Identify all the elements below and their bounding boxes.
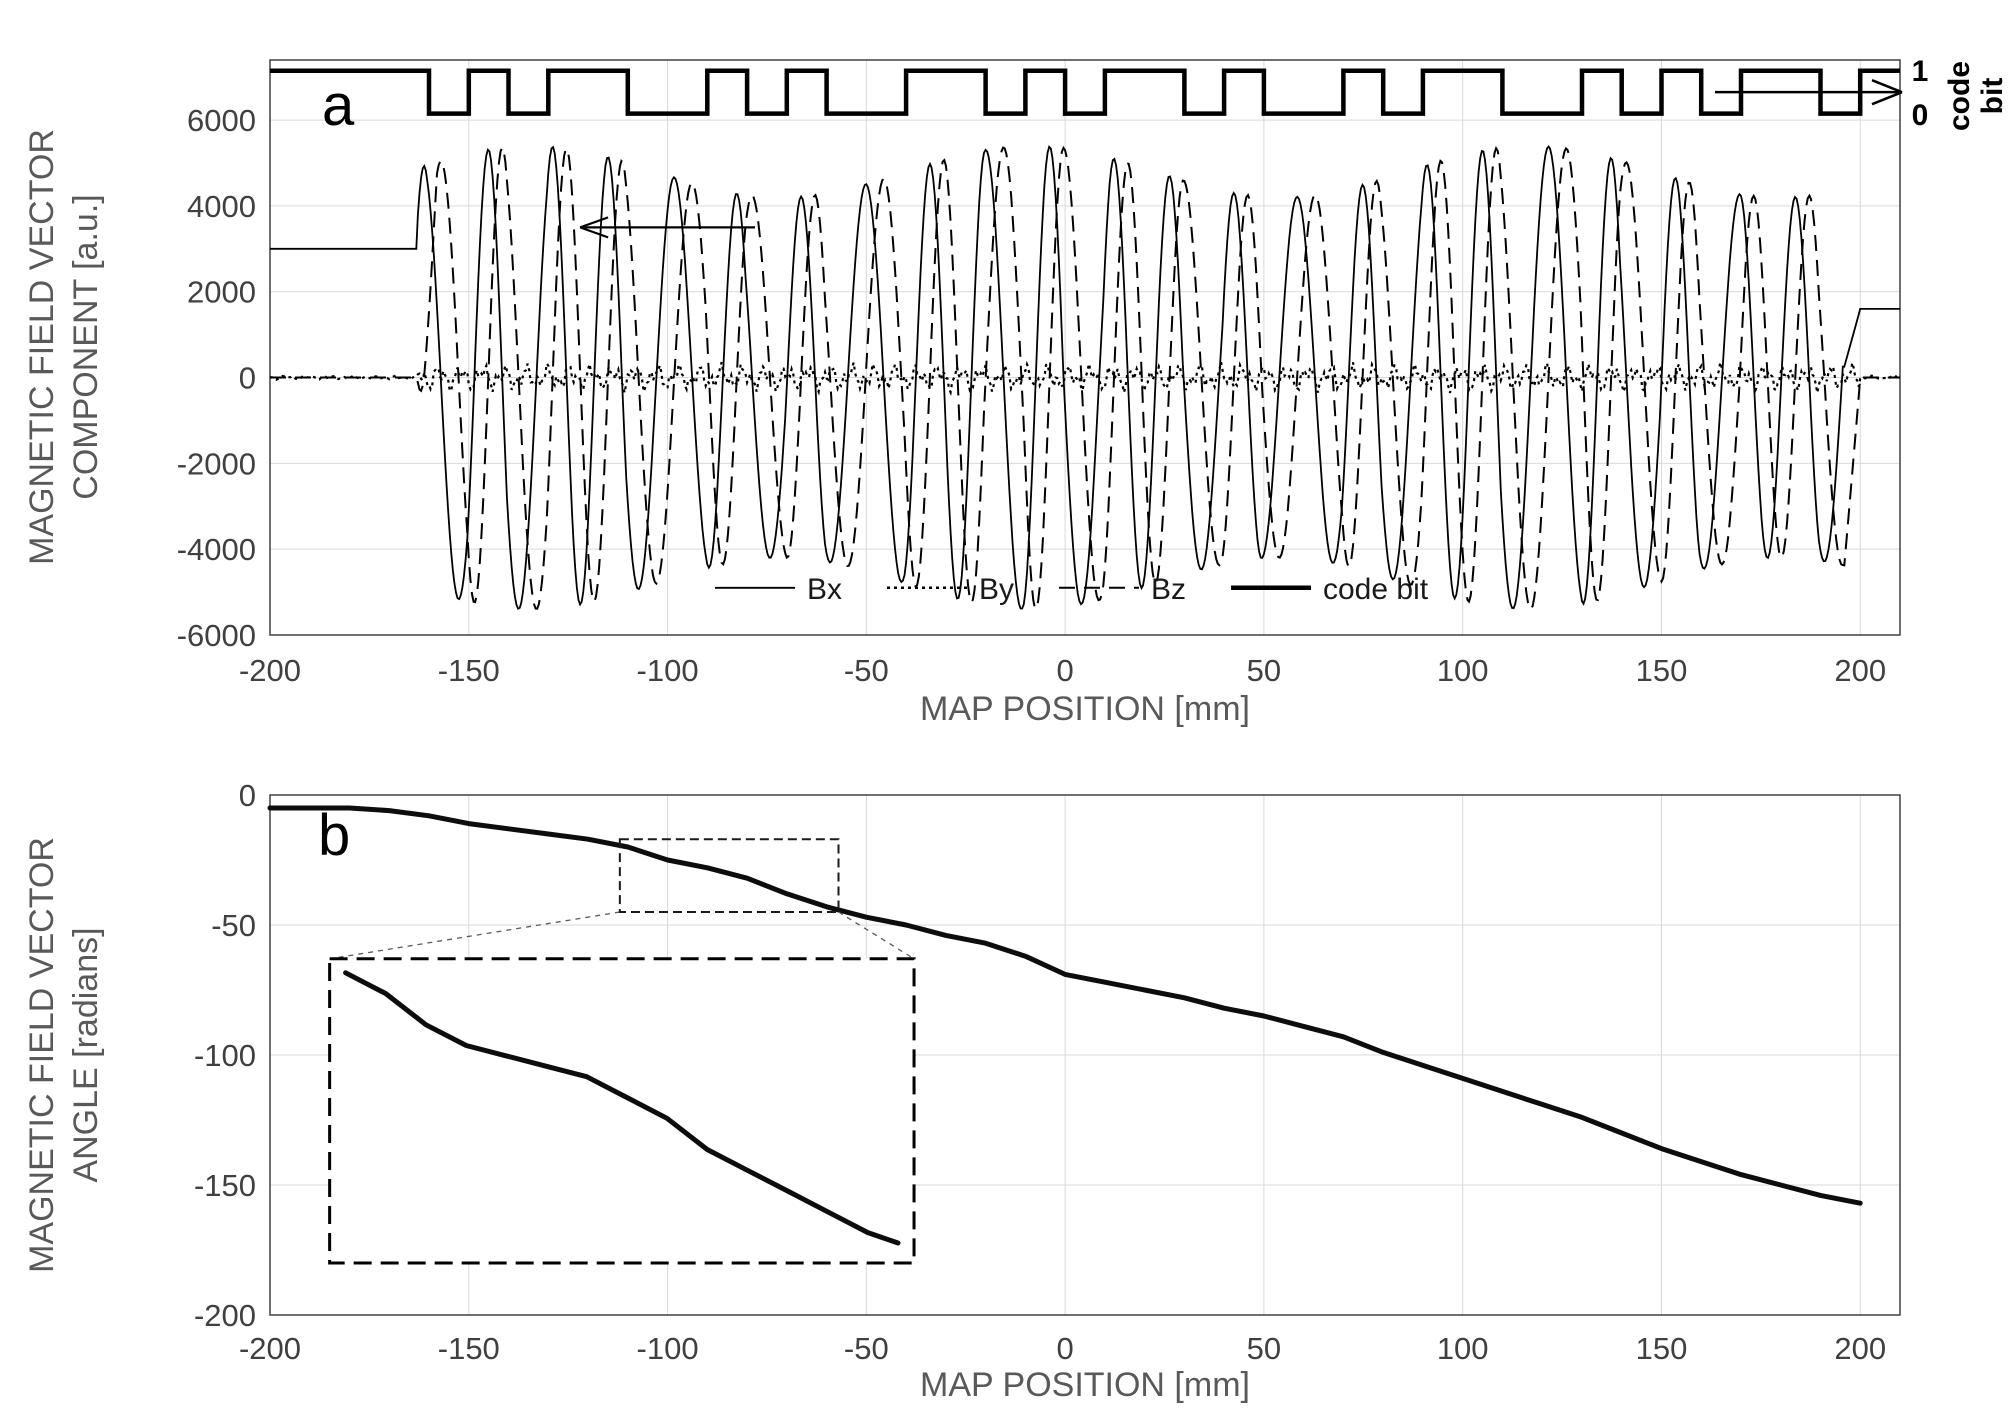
x-tick-label: 200	[1834, 1331, 1886, 1366]
legend-label: Bz	[1151, 573, 1186, 606]
y-tick-label: 4000	[187, 189, 256, 224]
panel-label-a: a	[322, 73, 355, 138]
angle-curve	[267, 805, 1863, 1206]
zoom-inset-box	[328, 957, 916, 1265]
bx-curve	[270, 144, 1900, 610]
y-tick-label: 0	[239, 778, 256, 813]
y-tick-label: 6000	[187, 103, 256, 138]
left-arrow-head	[579, 226, 609, 239]
plot-border	[269, 59, 1901, 636]
zoom-inset-background	[329, 958, 915, 1263]
x-tick-label: 50	[1247, 653, 1281, 688]
x-tick-label: -200	[239, 653, 301, 688]
chart-a-y-axis-title: MAGNETIC FIELD VECTOR COMPONENT [a.u.]	[22, 129, 105, 565]
chart-b-x-axis-title: MAP POSITION [mm]	[920, 1366, 1250, 1404]
panel-label-b: b	[318, 803, 351, 868]
code-bit-zero-label: 0	[1911, 99, 1929, 132]
zoom-source-box	[618, 838, 840, 913]
chart-b-y-axis-title: MAGNETIC FIELD VECTOR ANGLE [radians]	[22, 837, 105, 1273]
chart-a-x-axis-title: MAP POSITION [mm]	[920, 690, 1250, 728]
chart-b: -200 -150 -100 -50 0 50 100 150 200 0 -50 -100 -150 -…	[194, 778, 1901, 1366]
right-arrow-head	[1871, 91, 1903, 106]
legend-label: Bx	[807, 573, 842, 606]
chart-a: -200 -150 -100 -50 0 50 100 150 200 -6000 -4000 -20…	[177, 59, 1903, 688]
legend-label: By	[979, 573, 1014, 606]
left-arrow-head	[579, 216, 609, 229]
x-tick-label: -100	[637, 1331, 699, 1366]
y-tick-label: -100	[194, 1038, 256, 1073]
y-tick-label: 2000	[187, 275, 256, 310]
code-bit-one-label: 1	[1911, 55, 1929, 88]
y-tick-label: -200	[194, 1298, 256, 1333]
x-tick-label: -50	[844, 1331, 889, 1366]
x-tick-label: -150	[438, 1331, 500, 1366]
x-tick-label: 0	[1056, 653, 1073, 688]
y-tick-label: 0	[239, 361, 256, 396]
plot-border	[269, 794, 1901, 1316]
x-tick-label: 150	[1636, 1331, 1688, 1366]
code-bit-wave	[270, 68, 1900, 116]
x-tick-label: -50	[844, 653, 889, 688]
x-tick-label: 0	[1056, 1331, 1073, 1366]
bz-curve	[270, 144, 1900, 611]
zoom-connector-line	[329, 911, 620, 960]
x-tick-label: 100	[1437, 653, 1489, 688]
x-tick-label: -150	[438, 653, 500, 688]
right-arrow-head	[1871, 79, 1903, 94]
y-tick-label: -2000	[177, 446, 256, 481]
y-tick-label: -4000	[177, 532, 256, 567]
zoom-connector-line	[838, 911, 915, 960]
x-tick-label: -200	[239, 1331, 301, 1366]
y-tick-label: -6000	[177, 618, 256, 653]
y-tick-label: -150	[194, 1168, 256, 1203]
code-bit-axis-title: code bit	[1943, 60, 2009, 132]
x-tick-label: -100	[637, 653, 699, 688]
legend-label: code bit	[1323, 573, 1429, 606]
y-tick-label: -50	[211, 908, 256, 943]
x-tick-label: 200	[1834, 653, 1886, 688]
x-tick-label: 50	[1247, 1331, 1281, 1366]
by-curve	[270, 359, 1900, 397]
x-tick-label: 150	[1636, 653, 1688, 688]
x-tick-label: 100	[1437, 1331, 1489, 1366]
inset-curve	[343, 970, 901, 1246]
